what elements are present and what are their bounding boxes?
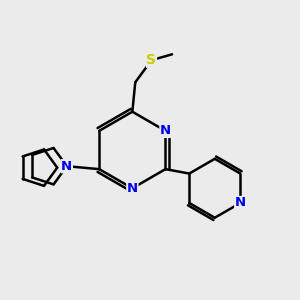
Text: N: N xyxy=(160,124,171,137)
Text: S: S xyxy=(146,53,157,67)
Polygon shape xyxy=(22,149,57,186)
Text: N: N xyxy=(235,196,246,209)
Text: N: N xyxy=(61,160,72,173)
Text: N: N xyxy=(127,182,138,195)
